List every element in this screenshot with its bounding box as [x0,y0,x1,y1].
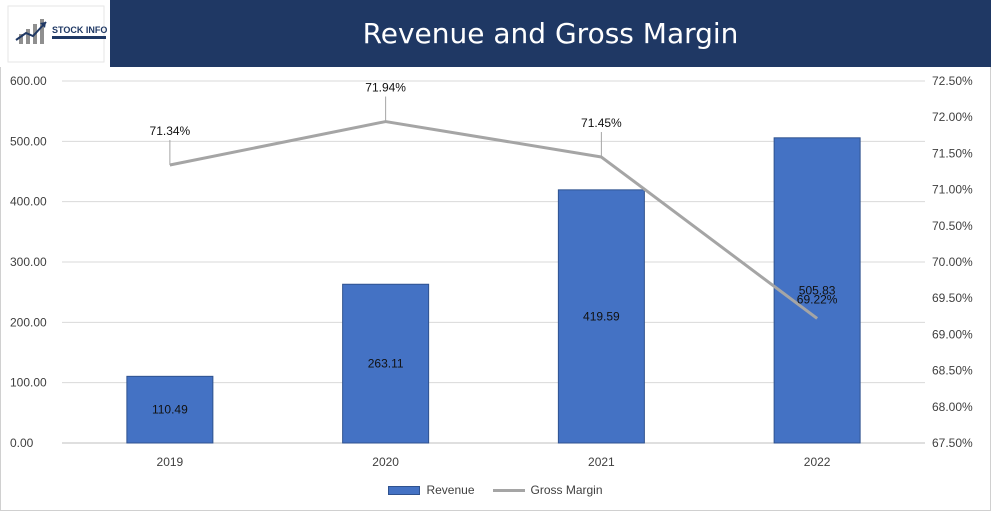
right-tick-label: 70.00% [932,255,973,269]
gross-margin-line-layer: 71.34% 71.94% 71.45% 69.22% [150,81,838,320]
legend-item-revenue: Revenue [388,483,475,497]
revenue-data-label: 419.59 [583,309,620,323]
x-category-label: 2019 [157,455,184,469]
left-tick-label: 0.00 [10,436,34,450]
right-tick-label: 71.50% [932,146,973,160]
legend-swatch-gross-margin [492,488,525,492]
right-tick-label: 70.50% [932,219,973,233]
revenue-bar [342,283,430,444]
right-tick-label: 67.50% [932,436,973,450]
revenue-bar [126,375,214,444]
right-tick-label: 68.50% [932,364,973,378]
title-banner [110,0,991,67]
stock-info-logo-mark: STOCK INFO [7,5,107,63]
gross-margin-data-label: 71.94% [365,81,406,95]
left-tick-label: 400.00 [10,195,47,209]
gross-margin-data-label: 71.34% [150,124,191,138]
right-tick-label: 71.00% [932,183,973,197]
chart-title: Revenue and Gross Margin [362,17,739,50]
revenue-bars: 110.49 263.11 419.59 505.83 [126,137,861,444]
right-tick-label: 72.50% [932,74,973,88]
x-category-label: 2020 [372,455,399,469]
gross-margin-line [169,120,819,320]
x-axis-categories: 2019 2020 2021 2022 [157,455,831,469]
left-axis-ticks: 0.00 100.00 200.00 300.00 400.00 500.00 600.00 [10,74,47,450]
revenue-bar [773,137,861,444]
right-tick-label: 68.00% [932,400,973,414]
revenue-data-label: 110.49 [152,403,188,417]
right-tick-label: 69.00% [932,327,973,341]
left-tick-label: 100.00 [10,376,47,390]
left-tick-label: 500.00 [10,134,47,148]
gross-margin-data-label: 71.45% [581,116,622,130]
stock-info-logo: STOCK INFO [0,0,110,67]
left-tick-label: 600.00 [10,74,47,88]
revenue-data-label: 505.83 [799,283,836,297]
legend-label-gross-margin: Gross Margin [530,483,603,497]
logo-text: STOCK INFO [52,25,107,35]
x-category-label: 2021 [588,455,615,469]
right-tick-label: 72.00% [932,110,973,124]
legend-item-gross-margin: Gross Margin [492,483,603,497]
x-category-label: 2022 [804,455,831,469]
legend: Revenue Gross Margin [0,480,991,500]
legend-label-revenue: Revenue [426,483,475,497]
revenue-bar [557,189,645,444]
left-tick-label: 200.00 [10,315,47,329]
legend-swatch-revenue [388,485,421,495]
right-tick-label: 69.50% [932,291,973,305]
revenue-data-label: 263.11 [368,357,404,371]
gross-margin-data-label: 69.22% [797,292,838,306]
left-tick-label: 300.00 [10,255,47,269]
right-axis-ticks: 67.50% 68.00% 68.50% 69.00% 69.50% 70.00% 70.5… [932,74,973,450]
